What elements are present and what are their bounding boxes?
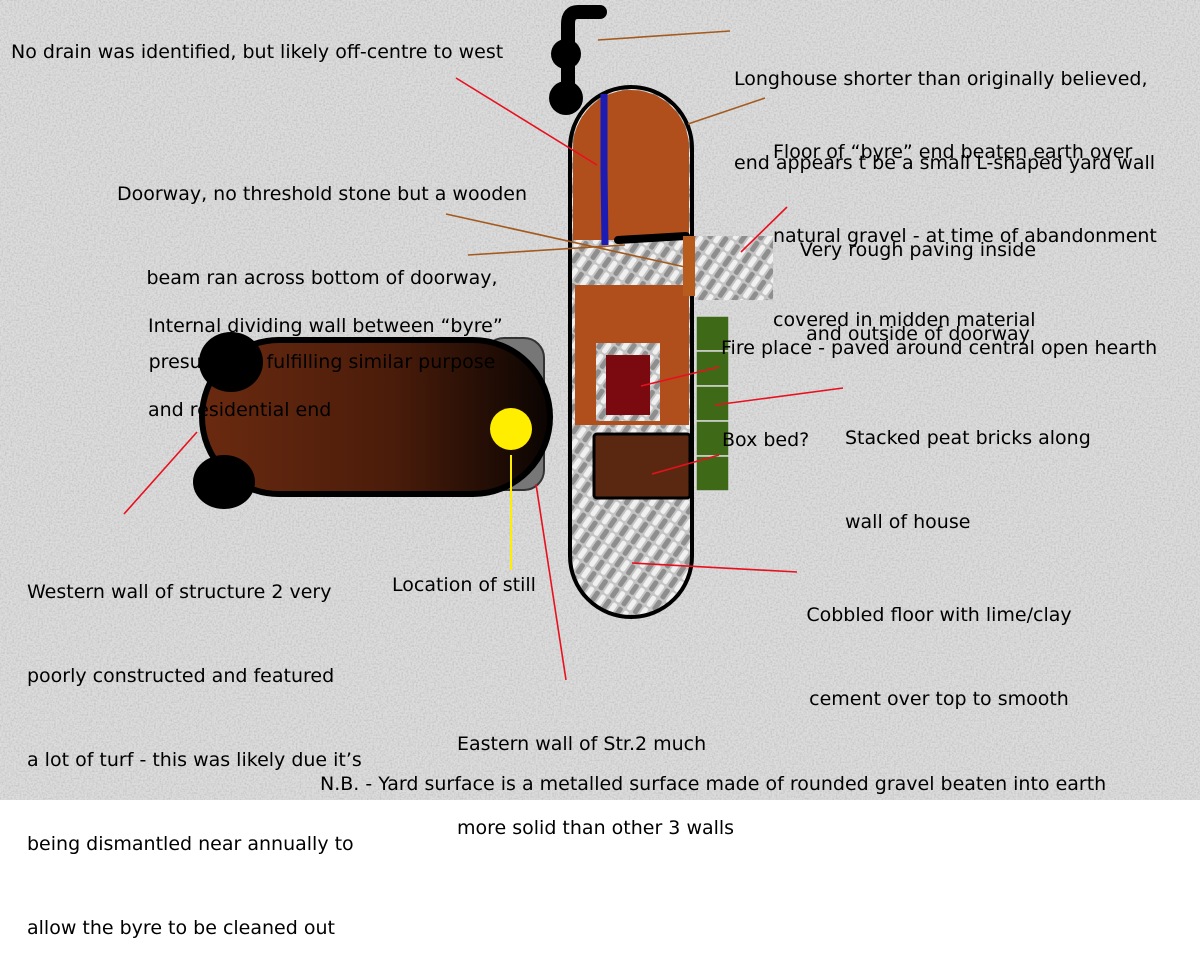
label-still: Location of still (392, 574, 536, 596)
leader-rough-paving (740, 206, 788, 253)
west-wall-blob-bottom (193, 455, 255, 509)
site-plan-diagram (123, 5, 844, 681)
label-rough-paving: Very rough paving inside and outside of … (799, 239, 1037, 345)
leader-dividing-wall (467, 244, 626, 256)
l-shaped-yard-wall (549, 5, 607, 115)
byre-floor (573, 90, 689, 240)
leader-western-wall (123, 431, 198, 515)
leader-cobbled-floor (631, 562, 798, 573)
drain (600, 94, 609, 246)
label-longhouse-end: Longhouse shorter than originally believ… (734, 68, 1156, 174)
label-no-drain: No drain was identified, but likely off-… (11, 41, 504, 63)
outside-paving (695, 236, 773, 300)
longhouse (568, 85, 773, 619)
label-dividing-wall: Internal dividing wall between “byre” an… (148, 315, 503, 421)
label-byre-floor: Floor of “byre” end beaten earth over na… (773, 141, 1157, 331)
internal-dividing-wall (614, 232, 690, 244)
leader-doorway (445, 213, 686, 268)
leader-eastern-wall (535, 483, 567, 681)
box-bed (592, 432, 692, 500)
still-location (490, 408, 532, 450)
leader-byre-floor (687, 97, 766, 125)
nb-yard-surface-note: N.B. - Yard surface is a metalled surfac… (320, 773, 1107, 795)
west-wall-blob-top (199, 332, 263, 392)
leader-no-drain (455, 77, 598, 166)
structure-2 (193, 332, 553, 509)
label-peat-bricks: Stacked peat bricks along wall of house (845, 427, 1091, 533)
label-cobbled-floor: Cobbled floor with lime/clay cement over… (806, 604, 1072, 710)
label-box-bed: Box bed? (722, 429, 810, 451)
leader-fire-place (640, 366, 720, 387)
doorway-beam (683, 236, 695, 296)
label-western-wall: Western wall of structure 2 very poorly … (27, 581, 362, 939)
leader-lines (123, 30, 844, 681)
leader-box-bed (651, 454, 720, 475)
leader-longhouse-end (597, 30, 731, 41)
label-doorway: Doorway, no threshold stone but a wooden… (116, 183, 528, 373)
leader-peat (714, 387, 844, 406)
label-fire-place: Fire place - paved around central open h… (721, 337, 1158, 359)
